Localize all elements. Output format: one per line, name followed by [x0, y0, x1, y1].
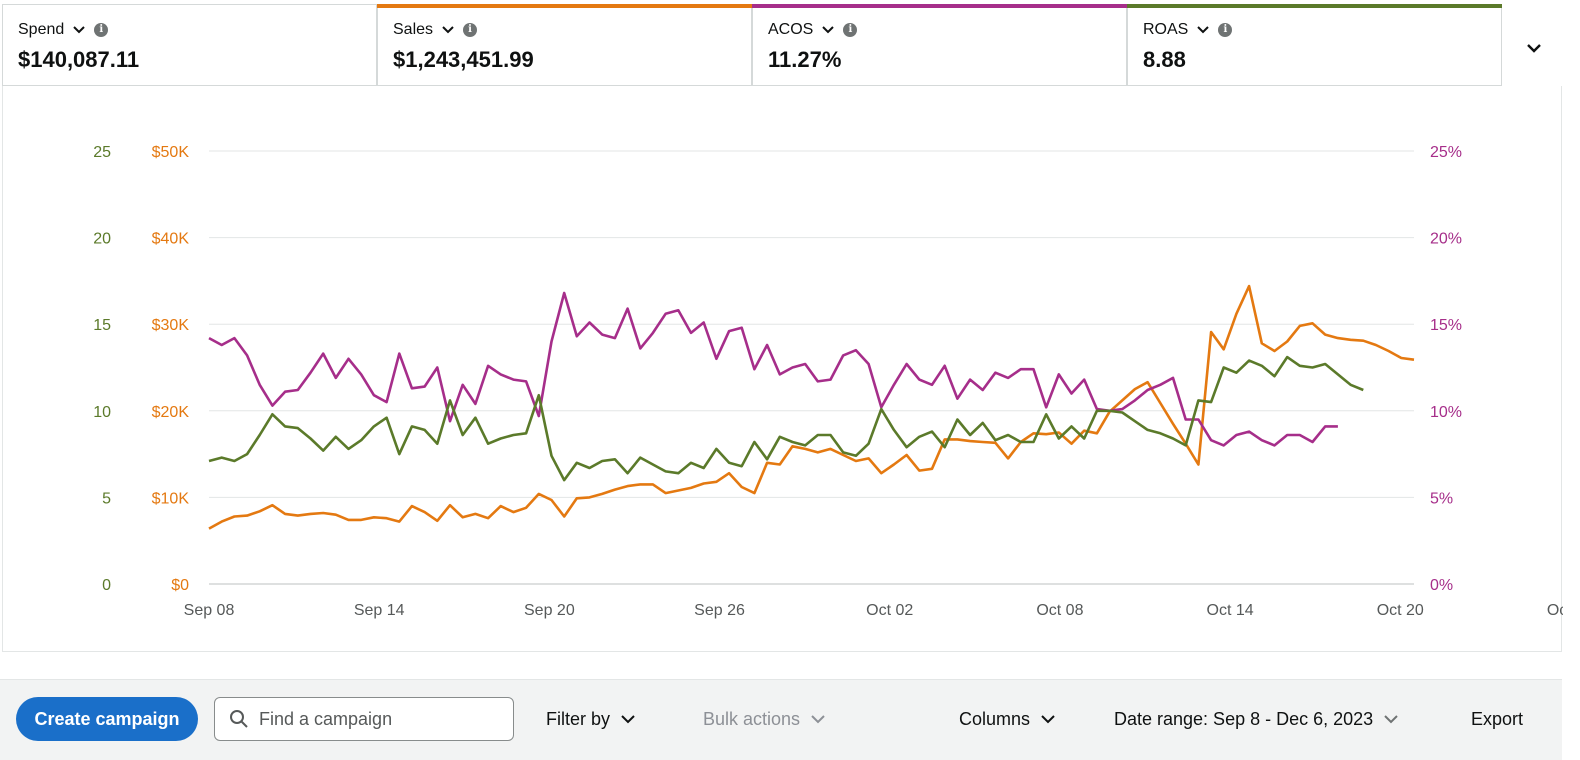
metric-title: ROAS i: [1143, 21, 1233, 39]
expand-chevron-icon[interactable]: [1520, 34, 1548, 62]
chevron-down-icon: [811, 715, 825, 724]
y-tick-label-roas: 10: [93, 404, 111, 421]
y-tick-label-acos: 10%: [1430, 404, 1462, 421]
chevron-down-icon[interactable]: [1196, 23, 1210, 37]
metric-accent: [2, 4, 377, 8]
date-range-dropdown[interactable]: Date range: Sep 8 - Dec 6, 2023: [1114, 697, 1399, 741]
y-tick-label-sales: $0: [171, 577, 189, 594]
y-tick-label-sales: $30K: [152, 317, 190, 334]
x-tick-label: Oct 20: [1377, 602, 1424, 619]
y-tick-label-roas: 0: [102, 577, 111, 594]
export-label: Export: [1471, 708, 1524, 729]
y-tick-label-roas: 5: [102, 490, 111, 507]
series-line-roas: [208, 355, 1364, 482]
filter-by-label: Filter by: [546, 708, 611, 729]
chart-svg: 0 $0 0% 5 $10K 5% 10 $20K 10% 15 $30K 15% 20 $40K 20% 2…: [93, 144, 1563, 619]
chevron-down-icon: [621, 715, 635, 724]
metric-value: 11.27%: [768, 47, 842, 72]
metric-card-acos[interactable]: ACOS i 11.27%: [752, 4, 1127, 86]
metric-card-sales[interactable]: Sales i $1,243,451.99: [377, 4, 752, 86]
y-tick-label-roas: 15: [93, 317, 111, 334]
y-tick-label-sales: $10K: [152, 490, 190, 507]
metrics-bar: Spend i $140,087.11 Sales i $1,243,451.9…: [2, 4, 1562, 86]
columns-label: Columns: [959, 708, 1031, 729]
y-tick-label-roas: 20: [93, 231, 111, 248]
metric-title: ACOS i: [768, 21, 858, 39]
chevron-down-icon[interactable]: [821, 23, 835, 37]
metric-card-roas[interactable]: ROAS i 8.88: [1127, 4, 1502, 86]
chevron-down-icon[interactable]: [441, 23, 455, 37]
chevron-down-icon: [1041, 715, 1055, 724]
y-tick-label-sales: $20K: [152, 404, 190, 421]
search-input[interactable]: [259, 708, 499, 730]
metric-label: ROAS: [1143, 21, 1189, 38]
metric-label: Sales: [393, 21, 434, 38]
series-line-acos: [208, 291, 1338, 447]
date-range-label: Date range: Sep 8 - Dec 6, 2023: [1114, 708, 1374, 729]
x-tick-label: Oct 14: [1207, 602, 1254, 619]
y-tick-label-roas: 25: [93, 144, 111, 161]
x-tick-label: Oct 02: [866, 602, 913, 619]
metric-value: $1,243,451.99: [393, 47, 534, 72]
x-tick-label: Sep 26: [694, 602, 745, 619]
campaign-toolbar: Create campaign Filter by Bulk actions C…: [0, 679, 1562, 760]
search-icon: [230, 710, 248, 728]
metric-label: ACOS: [768, 21, 814, 38]
x-tick-label: Sep 08: [184, 602, 235, 619]
columns-dropdown[interactable]: Columns: [959, 697, 1056, 741]
metric-accent: [1127, 4, 1502, 8]
bulk-actions-dropdown[interactable]: Bulk actions: [703, 697, 826, 741]
filter-by-dropdown[interactable]: Filter by: [546, 697, 636, 741]
y-tick-label-sales: $40K: [152, 231, 190, 248]
metric-accent: [752, 4, 1127, 8]
metric-label: Spend: [18, 21, 65, 38]
chevron-down-icon[interactable]: [72, 23, 86, 37]
y-tick-label-acos: 0%: [1430, 577, 1453, 594]
metric-value: 8.88: [1143, 47, 1186, 72]
y-tick-label-sales: $50K: [152, 144, 190, 161]
create-campaign-button[interactable]: Create campaign: [16, 697, 198, 741]
performance-chart: 0 $0 0% 5 $10K 5% 10 $20K 10% 15 $30K 15% 20 $40K 20% 2…: [2, 86, 1563, 652]
info-icon[interactable]: i: [843, 23, 858, 37]
chevron-down-icon: [1384, 715, 1398, 724]
metric-title: Sales i: [393, 21, 478, 39]
export-button[interactable]: Export: [1471, 697, 1523, 741]
y-tick-label-acos: 25%: [1430, 144, 1462, 161]
x-tick-label: Oct 26: [1547, 602, 1563, 619]
y-tick-label-acos: 15%: [1430, 317, 1462, 334]
bulk-actions-label: Bulk actions: [703, 708, 801, 729]
y-tick-label-acos: 20%: [1430, 231, 1462, 248]
x-tick-label: Sep 14: [354, 602, 405, 619]
y-tick-label-acos: 5%: [1430, 490, 1453, 507]
series-line-sales: [208, 284, 1415, 530]
x-tick-label: Sep 20: [524, 602, 575, 619]
metric-title: Spend i: [18, 21, 109, 39]
info-icon[interactable]: i: [94, 23, 109, 37]
metric-value: $140,087.11: [18, 47, 140, 72]
x-tick-label: Oct 08: [1036, 602, 1083, 619]
search-box[interactable]: [214, 697, 514, 741]
info-icon[interactable]: i: [1218, 23, 1233, 37]
info-icon[interactable]: i: [463, 23, 478, 37]
metric-accent: [377, 4, 752, 8]
metric-card-spend[interactable]: Spend i $140,087.11: [2, 4, 377, 86]
